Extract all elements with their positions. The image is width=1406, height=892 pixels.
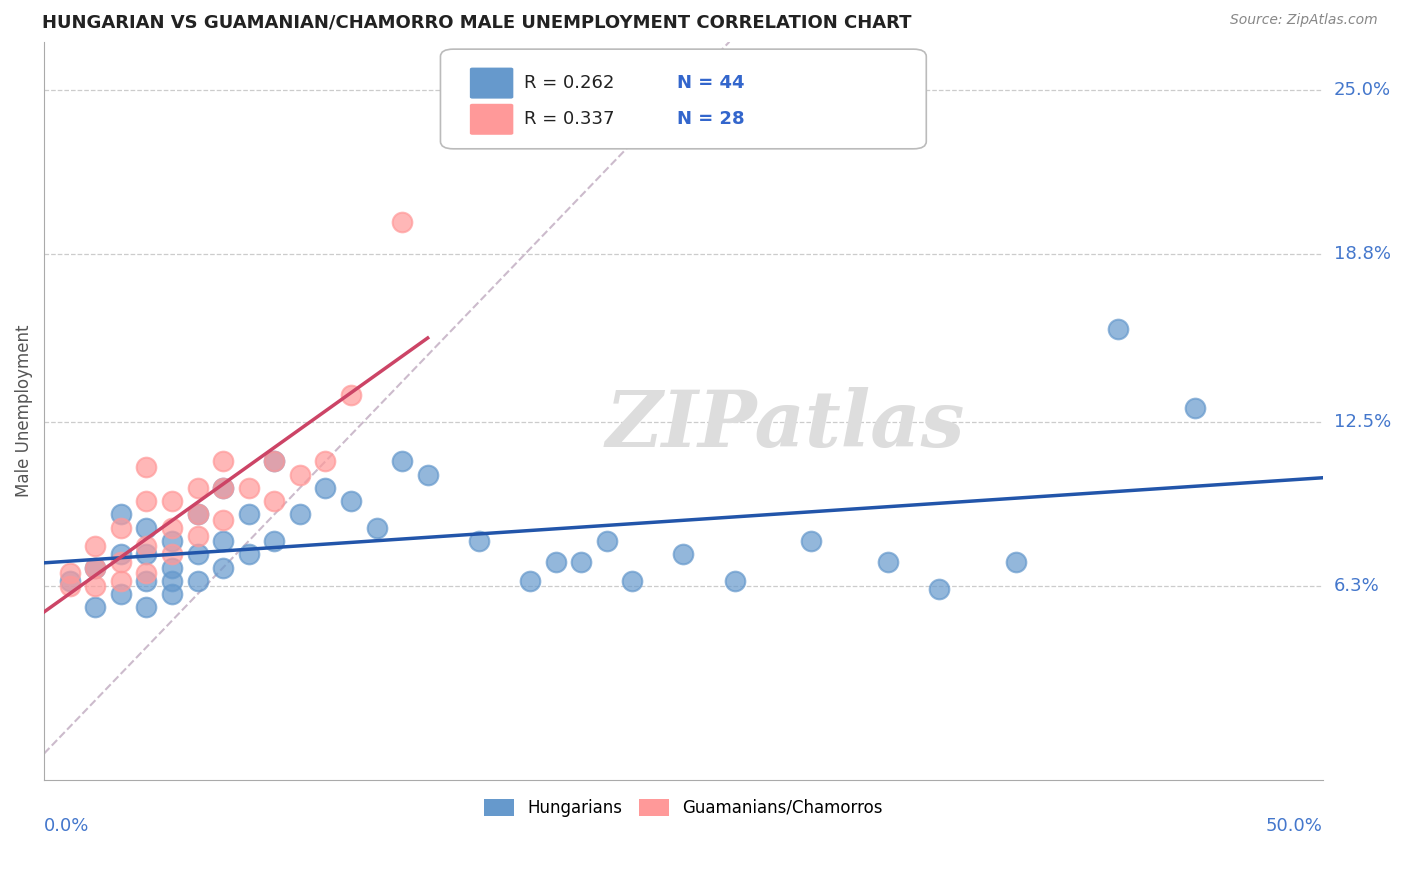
- Point: [110, 521, 132, 535]
- Point: [621, 574, 644, 588]
- Point: [212, 481, 235, 495]
- Y-axis label: Male Unemployment: Male Unemployment: [15, 325, 32, 497]
- Point: [928, 582, 950, 596]
- Point: [110, 555, 132, 569]
- Point: [468, 534, 491, 549]
- Point: [263, 454, 285, 468]
- Point: [212, 534, 235, 549]
- Point: [416, 467, 439, 482]
- Point: [263, 454, 285, 468]
- Point: [238, 508, 260, 522]
- Text: 12.5%: 12.5%: [1334, 412, 1391, 431]
- Point: [519, 574, 541, 588]
- Point: [160, 534, 183, 549]
- Point: [110, 587, 132, 601]
- Point: [135, 540, 157, 554]
- Point: [160, 587, 183, 601]
- Point: [314, 454, 336, 468]
- Point: [135, 521, 157, 535]
- Text: HUNGARIAN VS GUAMANIAN/CHAMORRO MALE UNEMPLOYMENT CORRELATION CHART: HUNGARIAN VS GUAMANIAN/CHAMORRO MALE UNE…: [42, 13, 911, 31]
- Point: [186, 481, 208, 495]
- Legend: Hungarians, Guamanians/Chamorros: Hungarians, Guamanians/Chamorros: [477, 792, 890, 823]
- Point: [1004, 555, 1026, 569]
- Point: [544, 555, 567, 569]
- Text: N = 44: N = 44: [676, 74, 745, 92]
- Text: R = 0.262: R = 0.262: [523, 74, 614, 92]
- Point: [212, 560, 235, 574]
- Point: [391, 454, 413, 468]
- Text: 6.3%: 6.3%: [1334, 577, 1379, 595]
- Point: [1107, 321, 1129, 335]
- FancyBboxPatch shape: [440, 49, 927, 149]
- Point: [84, 600, 107, 615]
- Point: [595, 534, 617, 549]
- Text: ZIPatlas: ZIPatlas: [606, 387, 966, 464]
- FancyBboxPatch shape: [470, 68, 513, 99]
- Text: R = 0.337: R = 0.337: [523, 111, 614, 128]
- Point: [263, 494, 285, 508]
- Point: [569, 555, 592, 569]
- Point: [340, 494, 363, 508]
- Point: [135, 547, 157, 561]
- Point: [238, 547, 260, 561]
- Point: [160, 494, 183, 508]
- Point: [110, 574, 132, 588]
- Point: [135, 600, 157, 615]
- Point: [288, 467, 311, 482]
- Point: [84, 540, 107, 554]
- Point: [186, 508, 208, 522]
- Point: [186, 547, 208, 561]
- Point: [800, 534, 823, 549]
- Point: [263, 534, 285, 549]
- Point: [84, 560, 107, 574]
- Point: [391, 215, 413, 229]
- Point: [314, 481, 336, 495]
- Point: [238, 481, 260, 495]
- Point: [84, 579, 107, 593]
- Point: [186, 508, 208, 522]
- Point: [186, 529, 208, 543]
- Point: [877, 555, 900, 569]
- Point: [59, 566, 82, 580]
- Point: [110, 547, 132, 561]
- Text: Source: ZipAtlas.com: Source: ZipAtlas.com: [1230, 13, 1378, 28]
- Point: [59, 579, 82, 593]
- Point: [672, 547, 695, 561]
- Text: N = 28: N = 28: [676, 111, 745, 128]
- Point: [212, 481, 235, 495]
- Text: 0.0%: 0.0%: [44, 817, 90, 835]
- Point: [135, 459, 157, 474]
- Point: [288, 508, 311, 522]
- Point: [135, 566, 157, 580]
- Point: [160, 547, 183, 561]
- Text: 50.0%: 50.0%: [1265, 817, 1323, 835]
- Point: [160, 574, 183, 588]
- Point: [186, 574, 208, 588]
- Point: [160, 560, 183, 574]
- Point: [160, 521, 183, 535]
- Text: 25.0%: 25.0%: [1334, 80, 1391, 98]
- Point: [340, 388, 363, 402]
- Point: [212, 454, 235, 468]
- Point: [212, 513, 235, 527]
- Text: 18.8%: 18.8%: [1334, 245, 1391, 263]
- Point: [110, 508, 132, 522]
- Point: [84, 560, 107, 574]
- Point: [135, 494, 157, 508]
- Point: [1184, 401, 1206, 416]
- Point: [366, 521, 388, 535]
- Point: [135, 574, 157, 588]
- FancyBboxPatch shape: [470, 103, 513, 135]
- Point: [59, 574, 82, 588]
- Point: [723, 574, 745, 588]
